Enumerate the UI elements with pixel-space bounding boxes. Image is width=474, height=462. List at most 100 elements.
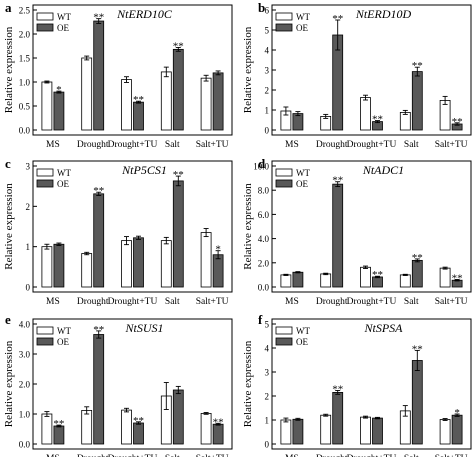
legend-swatch-oe [275, 337, 293, 346]
bar-oe [411, 259, 423, 288]
panel-letter: e [5, 312, 11, 327]
x-tick-label: Salt+TU [435, 297, 468, 307]
bar-oe [372, 417, 383, 445]
x-tick-label: MS [46, 140, 60, 150]
bar-wt [320, 273, 332, 288]
x-tick-label: Drought [77, 297, 109, 307]
y-tick-label: 2.0 [19, 30, 31, 40]
panel-letter: d [258, 156, 266, 171]
y-tick-label: 1 [265, 106, 270, 116]
legend-label: OE [57, 23, 69, 33]
significance-mark: ** [173, 169, 184, 181]
y-tick-label: 3 [265, 66, 270, 76]
panel-title: NtADC1 [362, 163, 404, 177]
y-tick-label: 4.0 [19, 320, 31, 330]
y-tick-label: 0.5 [19, 102, 31, 112]
bar-oe [93, 20, 105, 131]
bar-oe [93, 334, 105, 445]
bar-wt [160, 71, 172, 131]
bar-wt [121, 79, 132, 131]
significance-mark: ** [93, 185, 104, 197]
y-tick-label: 2 [265, 86, 270, 96]
legend-label: WT [296, 326, 310, 336]
significance-mark: * [215, 244, 221, 256]
panel-letter: a [5, 0, 12, 15]
bar-wt [399, 274, 411, 288]
legend-swatch-oe [275, 179, 293, 188]
y-tick-label: 1 [265, 416, 270, 426]
plot-frame [271, 160, 472, 293]
significance-mark: ** [372, 114, 383, 126]
bar-wt [280, 274, 292, 288]
legend-label: WT [57, 12, 71, 22]
bar-oe [93, 193, 105, 288]
y-tick-label: 0.0 [19, 126, 31, 136]
y-tick-label: 4 [265, 46, 270, 56]
x-tick-label: MS [285, 297, 299, 307]
x-tick-label: Drought [316, 297, 348, 307]
significance-mark: ** [133, 94, 144, 106]
y-tick-label: 6.0 [258, 210, 270, 220]
x-tick-label: Drought+TU [347, 140, 397, 150]
x-tick-label: Salt [404, 140, 419, 150]
x-tick-label: Salt [165, 297, 180, 307]
x-tick-label: Salt+TU [196, 140, 229, 150]
y-tick-label: 1.0 [19, 410, 31, 420]
bar-wt [439, 419, 451, 445]
bar-wt [41, 413, 53, 445]
bar-wt [81, 253, 93, 288]
bar-wt [121, 240, 132, 288]
panel-letter: c [5, 156, 11, 171]
y-tick-label: 3.0 [19, 350, 31, 360]
legend-label: OE [296, 337, 308, 347]
bar-oe [172, 180, 184, 288]
x-tick-label: Drought+TU [347, 297, 397, 307]
bar-wt [200, 232, 212, 288]
panel-e: e NtSUS1 0.0 1.0 2.0 3.0 4.0 Relative expressio… [3, 312, 233, 462]
plot-frame [32, 4, 233, 136]
y-axis-label: Relative expression [3, 340, 15, 427]
significance-mark: ** [332, 175, 343, 187]
legend-swatch-wt [36, 326, 54, 335]
x-tick-label: MS [46, 297, 60, 307]
panel-title: NtP5CS1 [121, 163, 167, 177]
bar-oe [411, 71, 423, 131]
legend-label: OE [296, 23, 308, 33]
significance-mark: ** [412, 343, 423, 355]
legend-swatch-wt [36, 12, 54, 21]
bar-wt [41, 81, 53, 131]
significance-mark: ** [412, 60, 423, 72]
y-tick-label: 2 [265, 392, 270, 402]
bar-oe [451, 414, 463, 445]
bar-wt [360, 416, 371, 445]
panel-c: c NtP5CS1 0 1 2 3 Relative expression MS ** Droug… [3, 156, 233, 307]
legend-swatch-wt [275, 168, 293, 177]
y-tick-label: 5 [265, 320, 270, 330]
bar-wt [280, 419, 292, 445]
bar-oe [292, 418, 304, 445]
x-tick-label: Drought+TU [108, 297, 158, 307]
y-axis-label: Relative expression [3, 183, 15, 270]
legend-swatch-oe [36, 337, 54, 346]
bar-oe [133, 101, 144, 131]
y-tick-label: 0.0 [19, 440, 31, 450]
legend-label: WT [57, 326, 71, 336]
panel-title: NtSPSA [364, 321, 404, 335]
y-tick-label: 5 [265, 26, 270, 36]
y-tick-label: 10.0 [253, 162, 269, 172]
panel-title: NtSUS1 [124, 321, 163, 335]
bar-wt [439, 267, 451, 288]
significance-mark: ** [372, 269, 383, 281]
panel-letter: b [258, 0, 265, 15]
significance-mark: ** [452, 272, 463, 284]
significance-mark: ** [332, 13, 343, 25]
bar-wt [360, 97, 371, 131]
y-tick-label: 0 [265, 126, 270, 136]
significance-mark: ** [213, 416, 224, 428]
legend-swatch-oe [275, 23, 293, 32]
bar-oe [53, 91, 65, 131]
legend-label: OE [57, 337, 69, 347]
bar-wt [160, 240, 172, 288]
y-axis-label: Relative expression [3, 26, 15, 113]
